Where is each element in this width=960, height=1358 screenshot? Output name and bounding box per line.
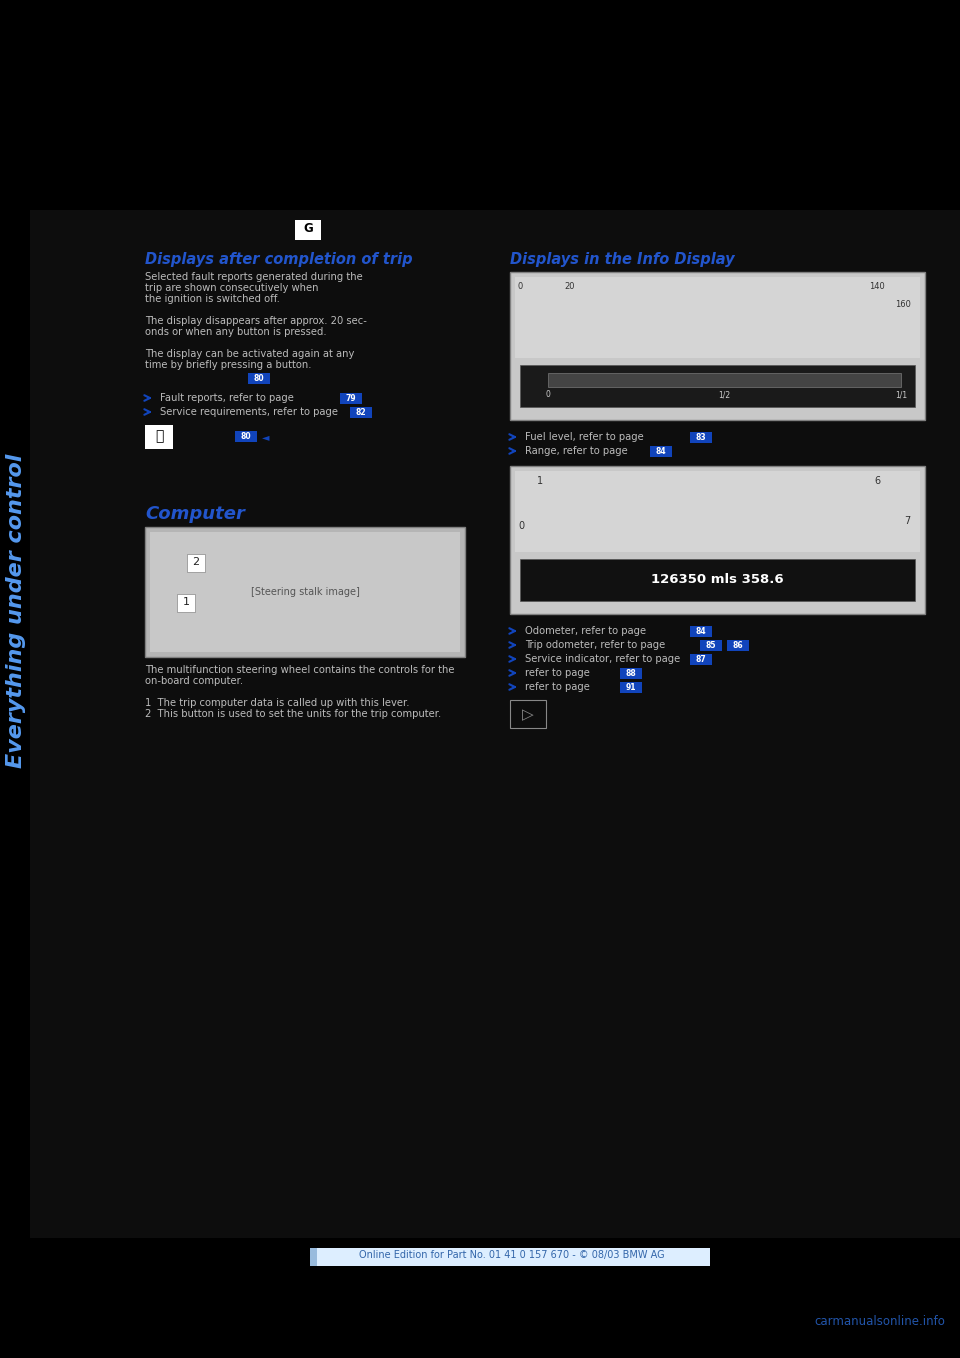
Text: Trip odometer, refer to page: Trip odometer, refer to page bbox=[525, 640, 665, 650]
Bar bbox=[310, 1248, 710, 1266]
Bar bbox=[515, 471, 920, 553]
Text: trip are shown consecutively when: trip are shown consecutively when bbox=[145, 282, 319, 293]
Text: 6: 6 bbox=[874, 477, 880, 486]
Bar bbox=[30, 210, 960, 1238]
Text: 0: 0 bbox=[518, 282, 523, 291]
Text: Fuel level, refer to page: Fuel level, refer to page bbox=[525, 432, 644, 441]
Bar bbox=[548, 373, 901, 387]
Bar bbox=[510, 699, 546, 728]
Text: ▷: ▷ bbox=[522, 708, 534, 722]
Text: refer to page: refer to page bbox=[525, 668, 589, 678]
Text: 160: 160 bbox=[895, 300, 911, 310]
Text: The display disappears after approx. 20 sec-: The display disappears after approx. 20 … bbox=[145, 316, 367, 326]
Text: 140: 140 bbox=[869, 282, 885, 291]
Bar bbox=[310, 1248, 317, 1266]
Text: 88: 88 bbox=[626, 669, 636, 678]
Text: 87: 87 bbox=[696, 655, 707, 664]
Text: 84: 84 bbox=[696, 627, 707, 636]
Bar bbox=[145, 425, 173, 449]
Bar bbox=[177, 593, 195, 612]
Text: 2  This button is used to set the units for the trip computer.: 2 This button is used to set the units f… bbox=[145, 709, 442, 718]
Text: Fault reports, refer to page: Fault reports, refer to page bbox=[160, 392, 294, 403]
Bar bbox=[650, 445, 672, 458]
Text: carmanualsonline.info: carmanualsonline.info bbox=[814, 1315, 945, 1328]
Text: 85: 85 bbox=[706, 641, 716, 650]
Text: Displays after completion of trip: Displays after completion of trip bbox=[145, 253, 413, 268]
Bar bbox=[145, 527, 465, 657]
Bar bbox=[235, 430, 257, 441]
Bar bbox=[340, 392, 362, 403]
Text: the ignition is switched off.: the ignition is switched off. bbox=[145, 293, 280, 304]
Text: time by briefly pressing a button.: time by briefly pressing a button. bbox=[145, 360, 311, 369]
Text: 1: 1 bbox=[182, 598, 189, 607]
Bar bbox=[248, 373, 270, 384]
Text: Selected fault reports generated during the: Selected fault reports generated during … bbox=[145, 272, 363, 282]
Text: The multifunction steering wheel contains the controls for the: The multifunction steering wheel contain… bbox=[145, 665, 454, 675]
Text: [Steering stalk image]: [Steering stalk image] bbox=[251, 587, 359, 598]
Text: 86: 86 bbox=[732, 641, 743, 650]
Bar bbox=[700, 640, 722, 650]
Bar bbox=[510, 466, 925, 614]
Bar bbox=[690, 655, 712, 665]
Bar bbox=[0, 1238, 960, 1358]
Text: onds or when any button is pressed.: onds or when any button is pressed. bbox=[145, 327, 326, 337]
Text: 126350 mls 358.6: 126350 mls 358.6 bbox=[651, 573, 783, 587]
Text: on-board computer.: on-board computer. bbox=[145, 676, 243, 686]
Text: 🚶: 🚶 bbox=[155, 429, 163, 443]
Bar bbox=[690, 432, 712, 443]
Text: 80: 80 bbox=[241, 432, 252, 441]
Text: 79: 79 bbox=[346, 394, 356, 403]
Text: 1  The trip computer data is called up with this lever.: 1 The trip computer data is called up wi… bbox=[145, 698, 410, 708]
Bar bbox=[520, 365, 915, 407]
Bar bbox=[515, 277, 920, 359]
Bar bbox=[350, 407, 372, 418]
Text: ◄: ◄ bbox=[262, 432, 270, 441]
Text: Displays in the Info Display: Displays in the Info Display bbox=[510, 253, 734, 268]
Text: Online Edition for Part No. 01 41 0 157 670 - © 08/03 BMW AG: Online Edition for Part No. 01 41 0 157 … bbox=[359, 1249, 665, 1260]
Text: 2: 2 bbox=[192, 557, 200, 568]
Text: refer to page: refer to page bbox=[525, 682, 589, 693]
Text: G: G bbox=[303, 221, 313, 235]
Bar bbox=[295, 220, 321, 240]
Text: 1: 1 bbox=[537, 477, 543, 486]
Bar bbox=[187, 554, 205, 572]
Text: 20: 20 bbox=[564, 282, 575, 291]
Bar bbox=[620, 682, 642, 693]
Bar bbox=[0, 0, 960, 210]
Text: 82: 82 bbox=[356, 407, 367, 417]
Text: Computer: Computer bbox=[145, 505, 245, 523]
Text: Service indicator, refer to page: Service indicator, refer to page bbox=[525, 655, 681, 664]
Bar bbox=[727, 640, 749, 650]
Text: 91: 91 bbox=[626, 683, 636, 693]
Bar bbox=[620, 668, 642, 679]
Bar bbox=[150, 532, 460, 652]
Text: 80: 80 bbox=[253, 373, 264, 383]
Text: 0: 0 bbox=[545, 390, 550, 399]
Text: Service requirements, refer to page: Service requirements, refer to page bbox=[160, 407, 338, 417]
Text: 84: 84 bbox=[656, 447, 666, 456]
Bar bbox=[690, 626, 712, 637]
Text: 0: 0 bbox=[518, 521, 524, 531]
Text: 7: 7 bbox=[904, 516, 910, 526]
Text: 83: 83 bbox=[696, 433, 707, 441]
Text: Odometer, refer to page: Odometer, refer to page bbox=[525, 626, 646, 636]
Text: 1/1: 1/1 bbox=[895, 390, 907, 399]
Bar bbox=[520, 559, 915, 602]
Text: Everything under control: Everything under control bbox=[6, 454, 26, 769]
Text: The display can be activated again at any: The display can be activated again at an… bbox=[145, 349, 354, 359]
Text: 1/2: 1/2 bbox=[718, 390, 731, 399]
Bar bbox=[510, 272, 925, 420]
Text: Range, refer to page: Range, refer to page bbox=[525, 445, 628, 456]
